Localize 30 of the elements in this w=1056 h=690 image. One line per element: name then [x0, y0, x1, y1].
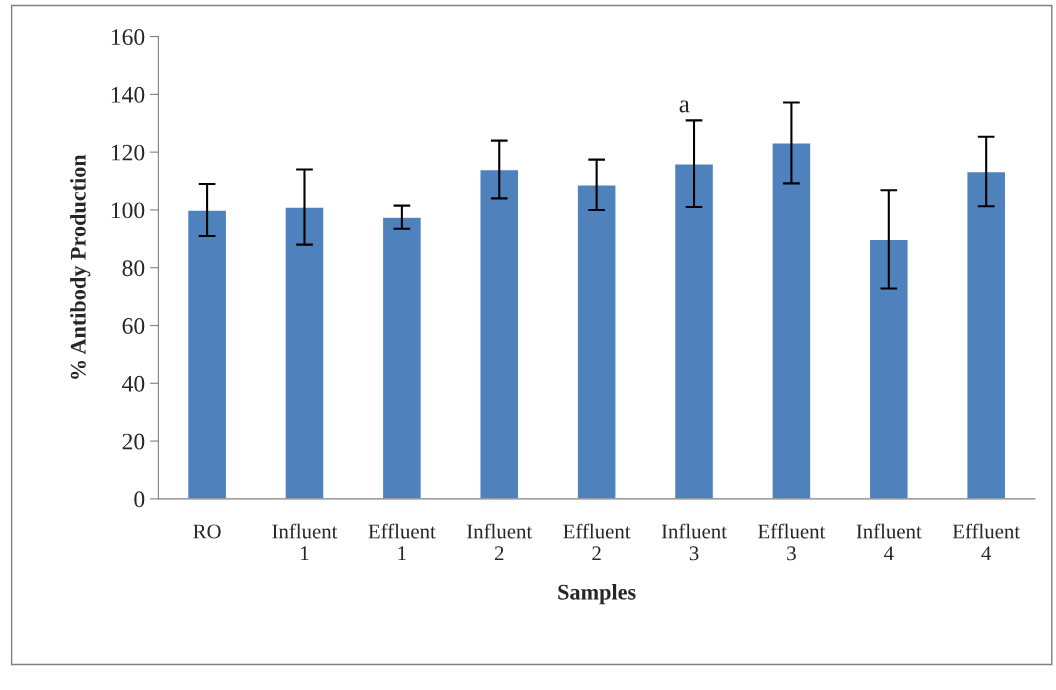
x-tick-label: Influent 2	[467, 523, 533, 561]
bar	[771, 142, 812, 499]
y-tick-label: 40	[122, 375, 145, 392]
x-tick-label: Influent 4	[856, 523, 922, 561]
bar	[868, 238, 909, 499]
bar	[381, 216, 423, 499]
annotation: a	[679, 100, 690, 113]
y-tick-label: 0	[134, 491, 145, 508]
y-tick-label: 160	[111, 29, 145, 45]
x-tick-label: Effluent 4	[952, 523, 1021, 561]
y-tick-label: 60	[122, 318, 145, 334]
x-axis-title: Samples	[558, 583, 636, 605]
y-tick-label: 120	[111, 144, 145, 161]
y-tick-label: 100	[111, 202, 145, 219]
bar	[673, 163, 715, 499]
x-tick-label: Effluent 3	[758, 523, 826, 561]
x-tick-label: Influent 3	[661, 523, 727, 561]
x-tick-label: Effluent 2	[563, 523, 631, 561]
bar	[576, 184, 617, 499]
x-tick-label: Effluent 1	[368, 523, 436, 561]
y-tick-label: 140	[111, 86, 145, 103]
bar	[284, 206, 325, 499]
x-tick-label: Influent 1	[272, 523, 338, 561]
x-tick-label: RO	[193, 524, 221, 539]
y-tick-label: 80	[122, 260, 145, 277]
bar	[966, 170, 1007, 499]
bar	[186, 209, 228, 499]
y-tick-label: 20	[122, 433, 145, 450]
y-axis-title: % Antibody Production	[70, 154, 91, 379]
bar	[479, 168, 520, 499]
